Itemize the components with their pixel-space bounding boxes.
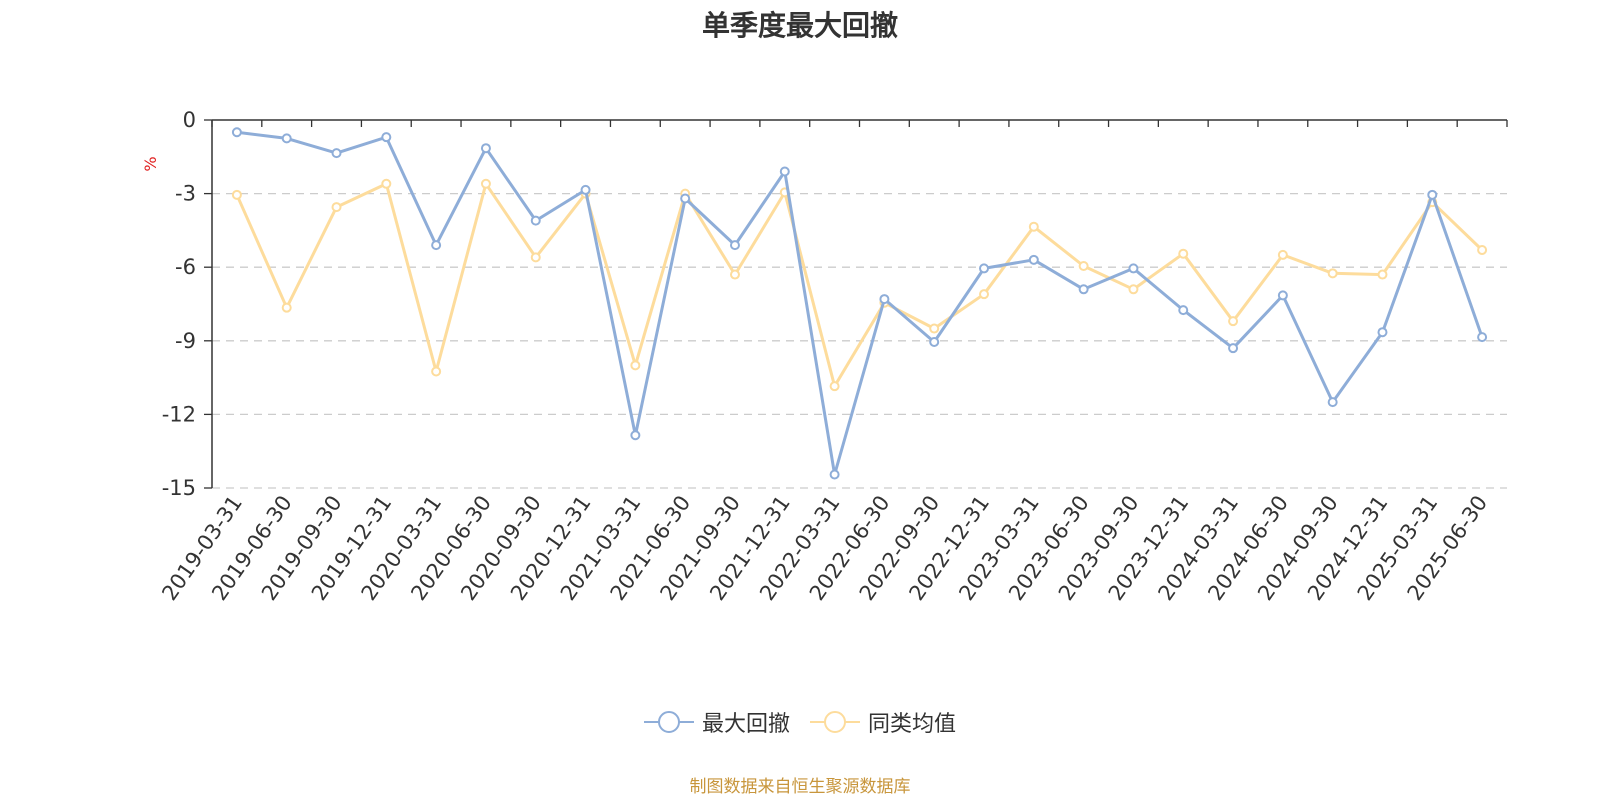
data-point [779, 166, 790, 177]
data-point [1078, 260, 1089, 271]
data-point [1377, 269, 1388, 280]
data-point [1228, 343, 1239, 354]
data-point [381, 178, 392, 189]
y-tick-label: -15 [162, 476, 196, 500]
data-point [1327, 397, 1338, 408]
y-tick-label: -3 [175, 182, 196, 206]
data-point [1078, 284, 1089, 295]
source-note: 制图数据来自恒生聚源数据库 [689, 777, 911, 797]
data-point [1228, 316, 1239, 327]
data-point [580, 184, 591, 195]
data-point [281, 133, 292, 144]
data-point [1377, 327, 1388, 338]
y-axis-label: % [141, 156, 160, 171]
series-line [235, 182, 1484, 388]
legend-marker-icon [643, 711, 694, 733]
data-point [431, 366, 442, 377]
data-point [979, 289, 990, 300]
chart-title: 单季度最大回撤 [701, 9, 898, 42]
legend: 最大回撤 同类均值 [0, 706, 1600, 738]
data-point [1477, 245, 1488, 256]
axes: 0-3-6-9-12-152019-03-312019-06-302019-09… [157, 108, 1508, 605]
data-point [480, 143, 491, 154]
legend-item[interactable]: 最大回撤 [643, 706, 790, 738]
data-point [680, 193, 691, 204]
data-point [1327, 268, 1338, 279]
legend-circle [657, 711, 680, 733]
data-point [1028, 254, 1039, 265]
data-point [979, 263, 990, 274]
data-point [1427, 189, 1438, 200]
data-point [480, 178, 491, 189]
data-point [1128, 263, 1139, 274]
y-tick-label: -9 [175, 329, 196, 353]
legend-label: 同类均值 [868, 712, 957, 737]
y-tick-label: -12 [162, 402, 196, 426]
y-tick-label: -6 [175, 255, 196, 279]
data-point [231, 189, 242, 200]
data-point [929, 337, 940, 348]
data-point [829, 381, 840, 392]
data-point [331, 202, 342, 213]
data-point [1028, 221, 1039, 232]
grid-lines [212, 192, 1507, 489]
data-point [630, 360, 641, 371]
series-2 [231, 178, 1488, 392]
data-point [1178, 305, 1189, 316]
data-point [929, 323, 940, 334]
data-point [630, 430, 641, 441]
legend-circle [824, 711, 846, 733]
legend-marker-icon [810, 711, 860, 733]
data-point [1277, 249, 1288, 260]
series-line [236, 130, 1484, 476]
data-point [1128, 284, 1139, 295]
y-tick-label: 0 [183, 108, 196, 132]
data-point [231, 127, 242, 138]
data-point [530, 252, 541, 263]
data-point [879, 294, 890, 305]
series-layer [231, 127, 1488, 480]
data-point [530, 215, 541, 226]
data-point [1477, 332, 1488, 343]
legend-label: 最大回撤 [701, 712, 790, 737]
data-point [381, 132, 392, 143]
legend-item[interactable]: 同类均值 [810, 706, 956, 738]
data-point [829, 469, 840, 480]
data-point [331, 148, 342, 159]
data-point [729, 269, 740, 280]
data-point [281, 302, 292, 313]
data-point [729, 240, 740, 251]
data-point [1178, 248, 1189, 259]
series-1 [231, 127, 1488, 480]
data-point [1277, 290, 1288, 301]
data-point [431, 240, 442, 251]
